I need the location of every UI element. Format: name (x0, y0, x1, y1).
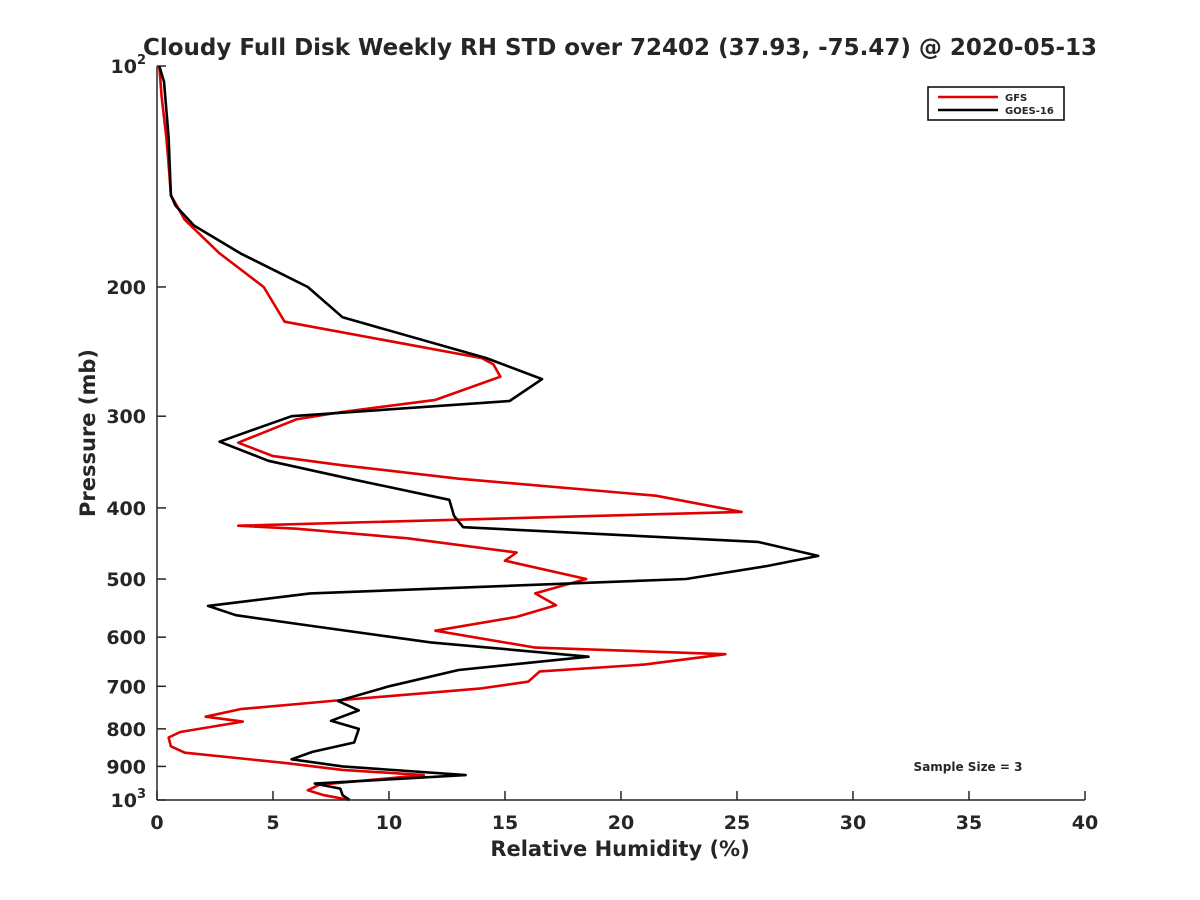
y-tick-label: 300 (106, 406, 146, 428)
axes-layer: 0 5 10 15 20 25 30 35 40 102 200 300 400 500 600 700 800… (106, 53, 1098, 834)
y-tick-label: 103 (111, 787, 147, 812)
x-tick-label: 5 (266, 812, 279, 834)
x-tick-label: 30 (840, 812, 866, 834)
x-tick-label: 35 (956, 812, 982, 834)
series-layer (158, 65, 820, 802)
legend-box (927, 86, 1065, 121)
y-tick-label: 500 (106, 569, 146, 591)
x-tick-label: 15 (492, 812, 518, 834)
x-axis-label: Relative Humidity (%) (490, 837, 749, 861)
legend: GFS GOES-16 (927, 86, 1065, 121)
y-tick-label: 900 (106, 756, 146, 778)
y-tick-label: 700 (106, 676, 146, 698)
x-tick-label: 25 (724, 812, 750, 834)
legend-label: GFS (1005, 93, 1027, 104)
y-tick-label: 600 (106, 627, 146, 649)
x-tick-label: 0 (150, 812, 163, 834)
x-tick-label: 40 (1072, 812, 1098, 834)
y-tick-label: 102 (111, 53, 147, 78)
x-tick-label: 10 (376, 812, 402, 834)
sample-size-annotation: Sample Size = 3 (914, 760, 1023, 774)
y-tick-label: 200 (106, 277, 146, 299)
y-tick-label: 400 (106, 498, 146, 520)
y-axis-label: Pressure (mb) (76, 349, 100, 517)
legend-label: GOES-16 (1005, 106, 1054, 117)
series-line-goes-16 (158, 65, 820, 802)
chart-title: Cloudy Full Disk Weekly RH STD over 7240… (143, 35, 1097, 61)
y-tick-label: 800 (106, 719, 146, 741)
series-line-gfs (158, 65, 743, 802)
x-tick-label: 20 (608, 812, 634, 834)
